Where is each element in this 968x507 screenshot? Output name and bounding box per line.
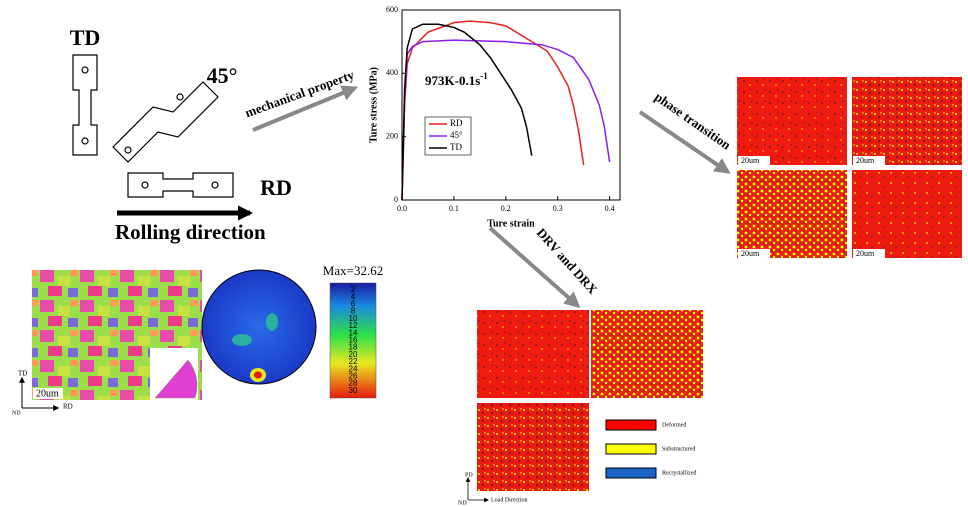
colorbar-label: 30 xyxy=(349,386,358,395)
map-image xyxy=(737,77,847,165)
legend-label: RD xyxy=(450,118,463,128)
pole-figure xyxy=(202,270,316,384)
pole-spot xyxy=(266,313,278,331)
map-image xyxy=(852,77,962,165)
axis-label: PD xyxy=(465,472,473,478)
legend-label: Deformed xyxy=(662,421,686,428)
legend-label: Recrystallized xyxy=(662,470,696,476)
scale-label: 20um xyxy=(741,156,760,165)
pole-spot xyxy=(232,334,252,346)
legend-label: 45° xyxy=(450,130,463,140)
scale-label: 20um xyxy=(741,249,760,258)
rolling-label: Rolling direction xyxy=(115,220,266,244)
phase-maps: 20um 20um 20um 20um xyxy=(737,77,962,258)
axis-label: Load Direction xyxy=(491,497,528,503)
legend-swatch xyxy=(606,444,656,454)
annotation: 973K-0.1s-1 xyxy=(425,71,488,88)
scale-label: 20um xyxy=(856,156,875,165)
legend-swatch xyxy=(606,420,656,430)
plot-frame xyxy=(402,10,620,200)
scale-label: 20um xyxy=(36,388,59,399)
texture: 20um TD RD ND Max=32.62 xyxy=(12,263,383,416)
label-rd: RD xyxy=(260,175,292,200)
arrow-label: DRV and DRX xyxy=(534,225,601,297)
x-tick-label: 0.4 xyxy=(605,204,615,213)
series-line xyxy=(402,24,532,200)
axis-label: TD xyxy=(18,370,27,378)
max-label: Max=32.62 xyxy=(323,263,383,278)
map-image xyxy=(591,310,703,398)
x-tick-label: 0.1 xyxy=(449,204,459,213)
drx-maps: PD ND Load Direction xyxy=(458,310,703,506)
x-tick-label: 0.2 xyxy=(501,204,511,213)
series-line xyxy=(402,21,584,200)
axis-label: ND xyxy=(12,410,21,416)
stress-strain-chart: Ture strain Ture stress (MPa) 973K-0.1s-… xyxy=(368,5,620,229)
x-tick-label: 0.0 xyxy=(397,204,407,213)
y-axis-label: Ture stress (MPa) xyxy=(368,67,379,143)
y-tick-label: 200 xyxy=(386,131,398,140)
legend-swatch xyxy=(606,468,656,478)
figure: TD 45° RD Rolling direction mechanical p… xyxy=(0,0,968,507)
y-tick-label: 400 xyxy=(386,68,398,77)
legend-label: Substructured xyxy=(662,446,695,452)
map-image xyxy=(852,170,962,258)
label-td: TD xyxy=(70,25,101,50)
legend-label: TD xyxy=(450,142,462,152)
annotation-exponent: -1 xyxy=(480,71,488,81)
map-image xyxy=(737,170,847,258)
x-tick-label: 0.3 xyxy=(553,204,563,213)
label-45: 45° xyxy=(207,63,238,88)
y-tick-label: 0 xyxy=(394,195,398,204)
map-image xyxy=(477,403,589,491)
y-tick-label: 600 xyxy=(386,5,398,14)
map-image xyxy=(477,310,589,398)
pole-spot xyxy=(254,372,262,379)
annotation-text: 973K-0.1s xyxy=(425,73,480,88)
axis-label: ND xyxy=(458,500,467,506)
scale-label: 20um xyxy=(856,249,875,258)
arrow-label: phase transition xyxy=(652,89,734,153)
axis-label: RD xyxy=(63,403,73,411)
x-axis-label: Ture strain xyxy=(487,218,535,229)
